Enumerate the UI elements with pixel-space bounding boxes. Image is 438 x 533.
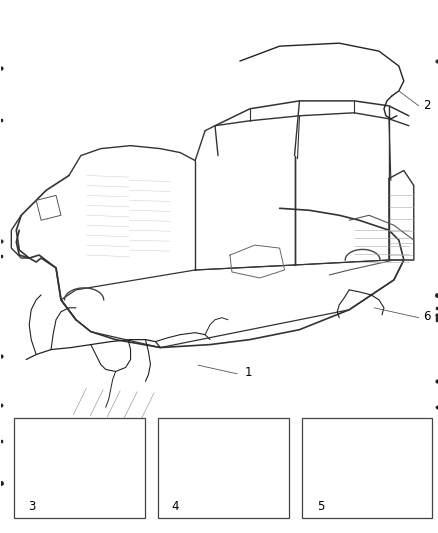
Text: 6: 6 bbox=[423, 310, 430, 323]
Text: 3: 3 bbox=[28, 500, 35, 513]
Bar bbox=[158, 418, 289, 519]
Text: 5: 5 bbox=[318, 500, 325, 513]
Bar bbox=[14, 418, 145, 519]
Text: 4: 4 bbox=[172, 500, 179, 513]
Bar bbox=[302, 418, 432, 519]
Text: 2: 2 bbox=[423, 99, 430, 112]
Text: 1: 1 bbox=[245, 366, 252, 379]
